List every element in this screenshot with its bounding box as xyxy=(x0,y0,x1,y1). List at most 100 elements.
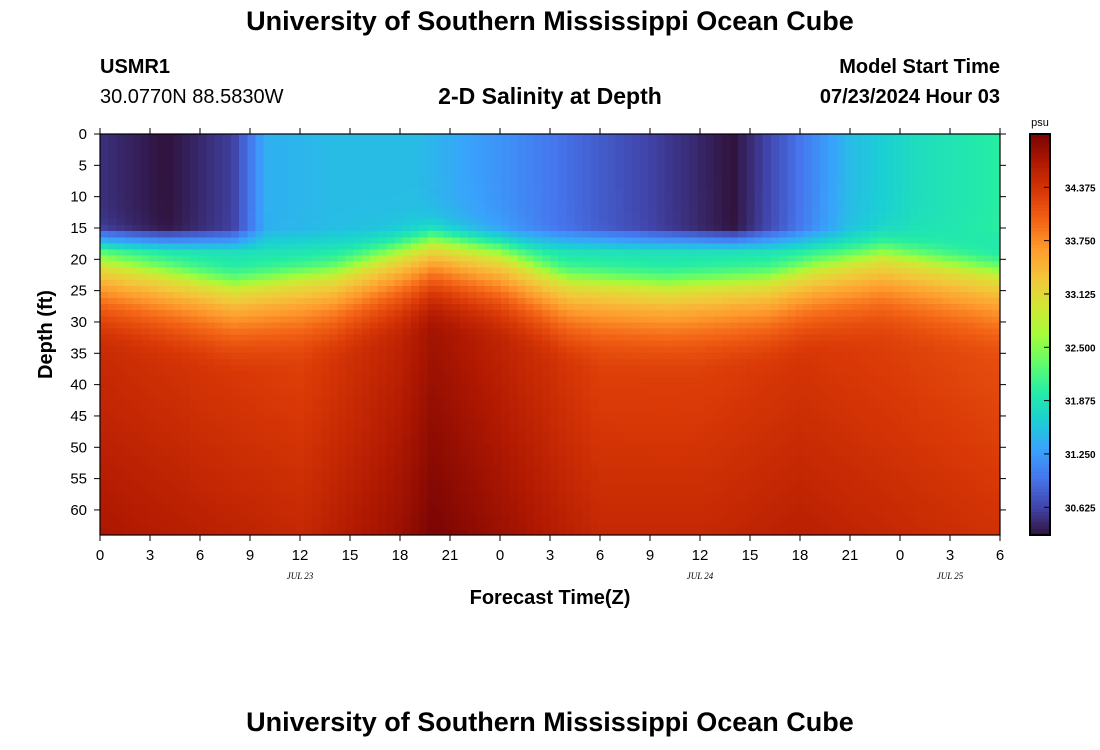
heatmap-cell xyxy=(132,261,142,269)
heatmap-cell xyxy=(435,298,445,305)
heatmap-cell xyxy=(198,304,207,311)
heatmap-cell xyxy=(500,413,510,421)
heatmap-cell xyxy=(451,182,461,190)
heatmap-cell xyxy=(181,516,191,524)
heatmap-cell xyxy=(361,443,371,451)
heatmap-cell xyxy=(255,346,265,354)
heatmap-cell xyxy=(427,413,437,421)
heatmap-cell xyxy=(230,474,240,481)
heatmap-cell xyxy=(165,340,175,348)
heatmap-cell xyxy=(648,370,657,378)
heatmap-cell xyxy=(713,206,723,214)
heatmap-cell xyxy=(132,516,142,524)
heatmap-cell xyxy=(320,225,330,232)
heatmap-cell xyxy=(558,298,567,305)
heatmap-cell xyxy=(353,194,363,202)
heatmap-cell xyxy=(312,200,322,208)
heatmap-cell xyxy=(288,395,297,402)
heatmap-cell xyxy=(484,352,494,360)
heatmap-cell xyxy=(640,249,649,257)
heatmap-cell xyxy=(173,510,183,518)
heatmap-cell xyxy=(664,358,674,366)
heatmap-cell xyxy=(435,134,445,141)
heatmap-cell xyxy=(435,328,445,336)
heatmap-cell xyxy=(615,316,625,323)
heatmap-cell xyxy=(705,413,715,421)
heatmap-cell xyxy=(255,243,265,251)
heatmap-cell xyxy=(599,164,608,172)
heatmap-cell xyxy=(672,237,682,244)
heatmap-cell xyxy=(271,285,281,293)
heatmap-cell xyxy=(239,158,248,165)
heatmap-cell xyxy=(140,480,150,487)
heatmap-cell xyxy=(410,486,420,494)
heatmap-cell xyxy=(149,407,158,415)
heatmap-cell xyxy=(239,413,248,421)
heatmap-cell xyxy=(140,468,150,475)
heatmap-cell xyxy=(533,413,543,421)
heatmap-cell xyxy=(190,462,199,469)
heatmap-cell xyxy=(451,528,461,536)
heatmap-cell xyxy=(680,522,690,530)
heatmap-cell xyxy=(288,346,297,354)
heatmap-cell xyxy=(370,346,379,354)
heatmap-cell xyxy=(672,164,682,172)
heatmap-cell xyxy=(378,152,387,159)
heatmap-cell xyxy=(689,443,698,451)
heatmap-cell xyxy=(230,219,240,226)
heatmap-cell xyxy=(525,176,535,184)
heatmap-cell xyxy=(230,237,240,244)
heatmap-cell xyxy=(181,492,191,500)
heatmap-cell xyxy=(239,352,248,360)
heatmap-cell xyxy=(222,383,232,390)
heatmap-cell xyxy=(337,510,347,518)
heatmap-cell xyxy=(280,486,289,494)
heatmap-cell xyxy=(500,443,510,451)
heatmap-cell xyxy=(124,462,134,469)
heatmap-cell xyxy=(525,334,535,342)
heatmap-cell xyxy=(697,194,707,202)
heatmap-cell xyxy=(419,480,428,487)
heatmap-cell xyxy=(214,164,224,172)
heatmap-cell xyxy=(631,200,641,208)
heatmap-cell xyxy=(108,285,117,293)
heatmap-cell xyxy=(631,152,641,159)
heatmap-cell xyxy=(296,389,306,396)
heatmap-cell xyxy=(705,352,715,360)
heatmap-cell xyxy=(214,140,224,147)
heatmap-cell xyxy=(648,328,657,336)
heatmap-cell xyxy=(550,425,559,433)
heatmap-cell xyxy=(312,510,322,518)
heatmap-cell xyxy=(476,188,486,196)
heatmap-cell xyxy=(214,188,224,196)
heatmap-cell xyxy=(680,158,690,165)
heatmap-cell xyxy=(435,407,445,415)
heatmap-cell xyxy=(378,389,387,396)
heatmap-cell xyxy=(640,328,649,336)
heatmap-cell xyxy=(574,243,584,251)
heatmap-cell xyxy=(312,334,322,342)
heatmap-cell xyxy=(582,158,592,165)
heatmap-cell xyxy=(517,528,527,536)
heatmap-cell xyxy=(484,456,494,463)
heatmap-cell xyxy=(460,492,469,500)
heatmap-cell xyxy=(116,419,126,427)
heatmap-cell xyxy=(181,231,191,238)
heatmap-cell xyxy=(280,152,289,159)
heatmap-cell xyxy=(664,504,674,512)
heatmap-cell xyxy=(370,164,379,172)
heatmap-cell xyxy=(230,389,240,396)
heatmap-cell xyxy=(190,504,199,512)
heatmap-cell xyxy=(255,340,265,348)
heatmap-cell xyxy=(525,358,535,366)
heatmap-cell xyxy=(329,358,338,366)
heatmap-cell xyxy=(222,273,232,281)
heatmap-cell xyxy=(484,170,494,178)
heatmap-cell xyxy=(533,146,543,153)
heatmap-cell xyxy=(239,231,248,238)
heatmap-cell xyxy=(566,291,576,299)
heatmap-cell xyxy=(132,206,142,214)
heatmap-cell xyxy=(672,158,682,165)
heatmap-cell xyxy=(631,261,641,269)
heatmap-cell xyxy=(492,528,502,536)
